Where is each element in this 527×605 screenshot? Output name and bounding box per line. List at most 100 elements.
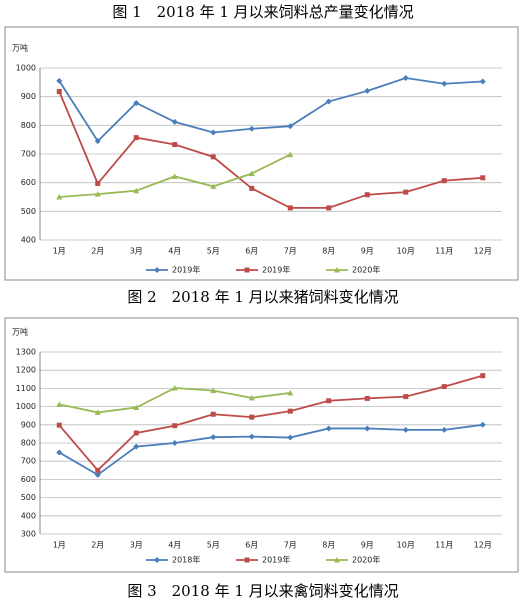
marker <box>95 467 101 473</box>
marker <box>95 181 101 187</box>
marker <box>479 78 486 85</box>
marker <box>287 151 294 158</box>
marker <box>403 394 409 400</box>
marker <box>480 175 486 181</box>
x-tick-label: 8月 <box>322 247 335 256</box>
marker <box>364 192 370 198</box>
y-tick-label: 400 <box>21 511 36 520</box>
x-tick-label: 3月 <box>130 247 143 256</box>
marker <box>325 98 332 105</box>
marker <box>479 421 486 428</box>
marker <box>210 183 217 189</box>
marker <box>244 557 250 563</box>
marker <box>94 191 101 197</box>
y-tick-label: 600 <box>21 178 36 187</box>
x-tick-label: 9月 <box>361 247 374 256</box>
marker <box>364 87 371 94</box>
marker <box>154 267 160 273</box>
marker <box>248 125 255 132</box>
marker <box>94 409 101 415</box>
marker <box>441 384 447 390</box>
x-tick-label: 7月 <box>284 247 297 256</box>
marker <box>133 443 140 450</box>
x-tick-label: 12月 <box>474 247 492 256</box>
x-tick-label: 11月 <box>435 247 453 256</box>
chart-frame <box>4 317 519 573</box>
y-tick-label: 800 <box>21 121 36 130</box>
x-tick-label: 6月 <box>245 247 258 256</box>
marker <box>56 89 62 95</box>
y-tick-label: 600 <box>21 475 36 484</box>
marker <box>364 425 371 432</box>
y-axis-label: 万吨 <box>12 327 28 337</box>
marker <box>94 138 101 145</box>
marker <box>172 423 178 429</box>
marker <box>210 154 216 160</box>
marker <box>326 205 332 211</box>
legend-label: 2020年 <box>352 265 380 275</box>
marker <box>171 173 178 179</box>
chart-frame <box>4 26 519 281</box>
marker <box>441 178 447 184</box>
marker <box>402 426 409 433</box>
x-tick-label: 10月 <box>397 541 415 550</box>
x-tick-label: 5月 <box>207 541 220 550</box>
marker <box>249 414 255 420</box>
marker <box>325 425 332 432</box>
series-line <box>58 374 483 472</box>
marker <box>334 267 340 273</box>
marker <box>56 77 63 84</box>
marker <box>171 440 178 446</box>
marker <box>287 389 294 396</box>
marker <box>133 187 140 194</box>
marker <box>441 426 448 433</box>
y-tick-label: 1000 <box>16 64 36 73</box>
marker <box>171 118 178 125</box>
legend-label: 2018年 <box>172 555 200 565</box>
legend-label: 2020年 <box>352 555 380 565</box>
marker <box>171 385 178 391</box>
marker <box>56 194 63 200</box>
legend-label: 2019年 <box>262 555 290 565</box>
y-tick-label: 500 <box>21 207 36 216</box>
x-tick-label: 4月 <box>168 541 181 550</box>
marker <box>133 135 139 141</box>
x-tick-label: 1月 <box>53 541 66 550</box>
y-tick-label: 700 <box>21 150 36 159</box>
marker <box>287 434 294 441</box>
y-tick-label: 300 <box>21 530 36 539</box>
caption: 图 2 2018 年 1 月以来猪饲料变化情况 <box>127 288 398 306</box>
y-tick-label: 1300 <box>16 348 36 357</box>
marker <box>94 471 101 478</box>
y-tick-label: 700 <box>21 457 36 466</box>
x-tick-label: 12月 <box>474 541 492 550</box>
y-tick-label: 1100 <box>16 384 36 393</box>
caption: 图 1 2018 年 1 月以来饲料总产量变化情况 <box>112 3 413 21</box>
marker <box>403 189 409 195</box>
marker <box>364 395 370 401</box>
x-tick-label: 8月 <box>322 541 335 550</box>
marker <box>56 401 63 407</box>
marker <box>56 449 63 456</box>
marker <box>287 408 293 414</box>
x-tick-label: 11月 <box>435 541 453 550</box>
legend-label: 2019年 <box>262 265 290 275</box>
marker <box>480 373 486 379</box>
marker <box>287 123 294 130</box>
marker <box>210 434 217 441</box>
x-tick-label: 4月 <box>168 247 181 256</box>
marker <box>244 267 250 273</box>
marker <box>133 404 140 411</box>
marker <box>210 387 217 394</box>
y-tick-label: 800 <box>21 439 36 448</box>
x-tick-label: 2月 <box>91 247 104 256</box>
y-tick-label: 900 <box>21 92 36 101</box>
caption: 图 3 2018 年 1 月以来禽饲料变化情况 <box>127 582 398 600</box>
y-tick-label: 1000 <box>16 402 36 411</box>
marker <box>133 430 139 436</box>
x-tick-label: 2月 <box>91 541 104 550</box>
series-line <box>59 387 291 414</box>
marker <box>248 394 255 401</box>
